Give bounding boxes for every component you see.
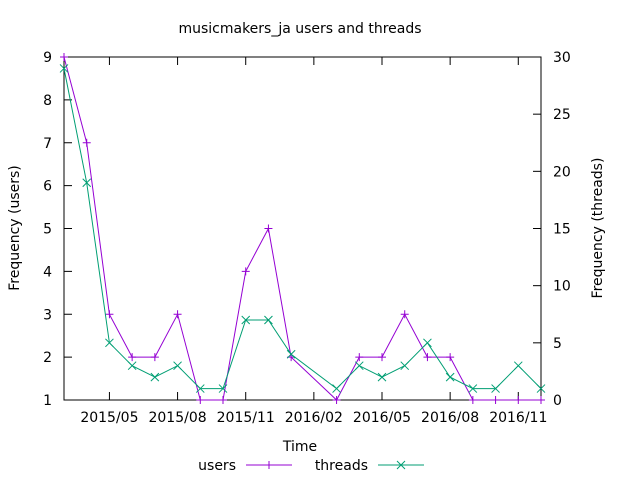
data-point-users [219, 396, 227, 404]
x-tick-label: 2016/05 [353, 410, 411, 426]
y2-tick-label: 5 [553, 336, 562, 352]
series-line-threads [63, 68, 542, 390]
data-point-threads [423, 338, 432, 348]
data-point-users [150, 353, 159, 362]
y-tick-label: 7 [43, 136, 52, 152]
data-point-threads [241, 315, 251, 325]
data-point-threads [218, 384, 228, 393]
data-point-threads [82, 178, 92, 188]
x-tick-label: 2015/05 [80, 410, 138, 426]
y-tick-label: 2 [43, 350, 52, 366]
series [59, 53, 546, 404]
y-tick-label: 9 [43, 50, 52, 66]
data-point-users [400, 310, 409, 319]
chart-title: musicmakers_ja users and threads [178, 21, 421, 37]
y2-axis-label: Frequency (threads) [590, 158, 606, 299]
x-tick-label: 2016/02 [285, 410, 343, 426]
x-tick-label: 2015/11 [217, 410, 275, 426]
legend: users threads [198, 458, 424, 474]
y2-tick-label: 15 [553, 222, 571, 238]
data-point-threads [150, 372, 160, 382]
data-point-threads [445, 372, 455, 382]
legend-label-users: users [198, 458, 236, 474]
axes: 1 2 3 4 5 6 7 8 9 0 5 10 15 20 25 30 2015/05 2015/08 2015/… [43, 50, 571, 426]
y2-tick-label: 20 [553, 164, 571, 180]
data-point-users [128, 353, 137, 362]
series-line-users [63, 56, 541, 401]
data-point-threads [59, 64, 69, 73]
y-tick-label: 1 [43, 393, 52, 409]
data-point-users [537, 396, 545, 404]
data-point-threads [491, 384, 500, 393]
y2-tick-label: 30 [553, 50, 571, 66]
data-point-threads [286, 349, 296, 359]
x-axis-label: Time [282, 439, 317, 455]
y2-tick-label: 25 [553, 107, 571, 123]
y-tick-label: 4 [43, 264, 52, 280]
data-point-users [514, 396, 523, 404]
data-point-users [196, 396, 205, 404]
legend-label-threads: threads [315, 458, 368, 474]
y-tick-label: 6 [43, 179, 52, 195]
data-point-users [105, 310, 114, 319]
data-point-threads [468, 384, 478, 393]
data-point-threads [127, 361, 137, 371]
data-point-users [60, 53, 68, 61]
x-tick-label: 2015/08 [148, 410, 206, 426]
data-point-threads [513, 361, 523, 371]
y2-tick-label: 0 [553, 393, 562, 409]
data-point-threads [105, 338, 114, 348]
y-axis-label: Frequency (users) [7, 165, 23, 291]
data-point-users [446, 353, 455, 362]
data-point-users [378, 353, 386, 362]
y-tick-label: 8 [43, 93, 52, 109]
plot-frame [63, 56, 542, 401]
data-point-users [423, 353, 432, 362]
data-point-users [355, 353, 364, 362]
data-point-users [491, 396, 500, 404]
data-point-users [332, 396, 341, 404]
data-point-threads [536, 384, 546, 393]
data-point-users [82, 138, 91, 147]
data-point-users [173, 310, 182, 319]
legend-marker-shape [265, 461, 273, 469]
y2-tick-label: 10 [553, 279, 571, 295]
legend-marker-threads [396, 460, 406, 470]
data-point-threads [195, 384, 205, 393]
data-point-users [264, 224, 273, 233]
data-point-threads [354, 361, 364, 371]
y-tick-label: 5 [43, 222, 52, 238]
data-point-threads [400, 361, 410, 371]
x-tick-label: 2016/11 [489, 410, 547, 426]
data-point-threads [377, 372, 387, 382]
data-point-users [241, 267, 250, 276]
data-point-threads [173, 361, 182, 371]
y-tick-label: 3 [43, 307, 52, 323]
data-point-threads [264, 315, 273, 325]
x-tick-label: 2016/08 [421, 410, 479, 426]
legend-marker-users [265, 461, 273, 469]
data-point-users [468, 396, 477, 404]
legend-marker-shape [396, 460, 406, 470]
data-point-threads [332, 384, 341, 393]
